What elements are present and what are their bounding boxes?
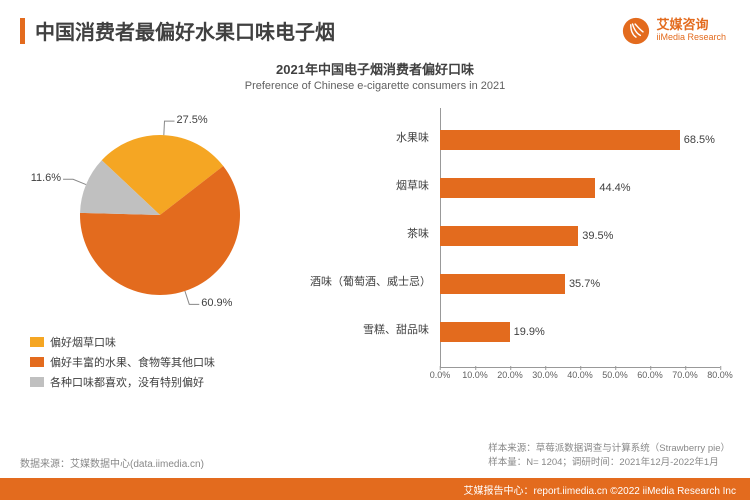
bar-chart: 水果味 68.5% 烟草味 44.4% 茶味 39.5% 酒味（葡萄酒、威士忌） 35.7% 雪… — [310, 100, 730, 394]
source-left: 数据来源：艾媒数据中心(data.iimedia.cn) — [20, 455, 204, 470]
x-tick: 0.0% — [430, 370, 451, 380]
bar-fill: 39.5% — [440, 226, 578, 246]
bar-category: 烟草味 — [310, 180, 435, 193]
bar-category: 茶味 — [310, 228, 435, 241]
x-tick: 20.0% — [497, 370, 523, 380]
brand-logo-icon — [622, 17, 650, 45]
pie-value-label: 60.9% — [201, 297, 232, 309]
x-ticks: 0.0%10.0%20.0%30.0%40.0%50.0%60.0%70.0%8… — [440, 368, 720, 384]
x-tick: 40.0% — [567, 370, 593, 380]
legend-item: 各种口味都喜欢，没有特别偏好 — [30, 374, 300, 390]
pie-chart: 27.5% 60.9% 11.6% 偏好烟草口味偏好丰富的水果、食物等其他口味各种口… — [20, 100, 300, 394]
bar-fill: 44.4% — [440, 178, 595, 198]
legend-swatch — [30, 377, 44, 387]
pie-value-label: 27.5% — [176, 114, 207, 126]
bar-value: 68.5% — [684, 134, 715, 146]
bottom-bar: 艾媒报告中心：report.iimedia.cn ©2022 iiMedia R… — [0, 478, 750, 500]
legend-label: 偏好烟草口味 — [50, 334, 116, 350]
bar-row: 19.9% — [440, 308, 720, 356]
bar-category: 雪糕、甜品味 — [310, 324, 435, 337]
brand-name-en: iiMedia Research — [656, 33, 726, 43]
brand: 艾媒咨询 iiMedia Research — [622, 17, 726, 45]
x-tick: 30.0% — [532, 370, 558, 380]
charts-container: 27.5% 60.9% 11.6% 偏好烟草口味偏好丰富的水果、食物等其他口味各种口… — [0, 92, 750, 394]
legend-label: 偏好丰富的水果、食物等其他口味 — [50, 354, 215, 370]
bar-row: 68.5% — [440, 116, 720, 164]
chart-title-en: Preference of Chinese e-cigarette consum… — [0, 80, 750, 92]
bar-value: 35.7% — [569, 278, 600, 290]
x-tick: 70.0% — [672, 370, 698, 380]
bar-row: 39.5% — [440, 212, 720, 260]
bar-category: 酒味（葡萄酒、威士忌） — [310, 276, 435, 289]
chart-title-cn: 2021年中国电子烟消费者偏好口味 — [0, 59, 750, 78]
bar-row: 44.4% — [440, 164, 720, 212]
legend-label: 各种口味都喜欢，没有特别偏好 — [50, 374, 204, 390]
legend-item: 偏好丰富的水果、食物等其他口味 — [30, 354, 300, 370]
header: 中国消费者最偏好水果口味电子烟 艾媒咨询 iiMedia Research — [0, 0, 750, 53]
bar-row: 35.7% — [440, 260, 720, 308]
legend-item: 偏好烟草口味 — [30, 334, 300, 350]
x-tick: 10.0% — [462, 370, 488, 380]
legend-swatch — [30, 337, 44, 347]
pie-legend: 偏好烟草口味偏好丰富的水果、食物等其他口味各种口味都喜欢，没有特别偏好 — [20, 334, 300, 390]
bar-value: 19.9% — [514, 326, 545, 338]
source-right: 样本来源：草莓派数据调查与计算系统（Strawberry pie） 样本量：N=… — [488, 442, 730, 471]
source-right-1: 样本来源：草莓派数据调查与计算系统（Strawberry pie） — [488, 442, 730, 456]
legend-swatch — [30, 357, 44, 367]
page-title: 中国消费者最偏好水果口味电子烟 — [35, 16, 335, 45]
x-tick: 50.0% — [602, 370, 628, 380]
bar-fill: 68.5% — [440, 130, 680, 150]
bar-fill: 35.7% — [440, 274, 565, 294]
brand-name-cn: 艾媒咨询 — [656, 18, 726, 32]
x-tick: 60.0% — [637, 370, 663, 380]
source-right-2: 样本量：N= 1204；调研时间：2021年12月-2022年1月 — [488, 456, 730, 470]
bar-value: 39.5% — [582, 230, 613, 242]
bar-fill: 19.9% — [440, 322, 510, 342]
pie-svg — [55, 110, 265, 320]
bottom-text: 艾媒报告中心：report.iimedia.cn ©2022 iiMedia R… — [464, 482, 736, 497]
accent-bar — [20, 18, 25, 44]
bar-category: 水果味 — [310, 132, 435, 145]
bar-value: 44.4% — [599, 182, 630, 194]
pie-value-label: 11.6% — [31, 172, 61, 184]
title-wrap: 中国消费者最偏好水果口味电子烟 — [20, 16, 335, 45]
x-tick: 80.0% — [707, 370, 733, 380]
